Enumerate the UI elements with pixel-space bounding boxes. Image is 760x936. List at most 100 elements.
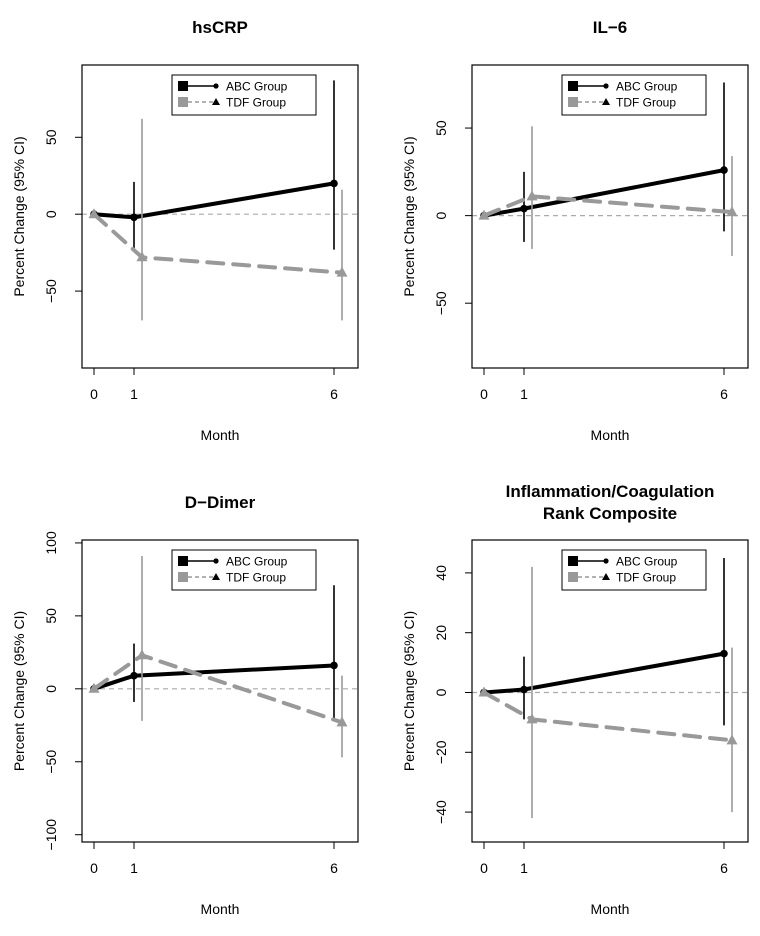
legend-marker — [212, 98, 220, 105]
legend-label-tdf: TDF Group — [226, 571, 286, 585]
data-point — [336, 266, 348, 277]
y-tick-label: −20 — [433, 740, 449, 764]
chart-title: Inflammation/Coagulation — [506, 482, 715, 501]
legend-box — [171, 549, 317, 591]
x-tick-label: 0 — [480, 386, 488, 402]
legend-label-abc: ABC Group — [616, 80, 678, 94]
x-axis-label: Month — [201, 427, 240, 443]
series-line — [92, 181, 336, 220]
data-point — [130, 671, 138, 680]
x-tick-label: 1 — [130, 860, 138, 876]
data-point — [136, 649, 148, 660]
x-tick-label: 6 — [720, 386, 728, 402]
chart-title: D−Dimer — [185, 493, 256, 512]
data-point — [336, 716, 348, 727]
chart-panel-1: hsCRP 0 1 6 −50 0 50 Month Percent Change (95% C… — [11, 18, 359, 443]
legend-marker — [213, 83, 219, 89]
legend-box — [561, 74, 707, 116]
legend-box — [171, 74, 317, 116]
data-point — [88, 682, 100, 693]
x-axis-label: Month — [591, 901, 630, 917]
series-tdf-group — [88, 556, 348, 758]
x-tick-label: 1 — [520, 860, 528, 876]
y-tick-label: −50 — [433, 291, 449, 315]
legend-swatch-abc — [568, 81, 578, 91]
x-axis-label: Month — [201, 901, 240, 917]
data-point — [726, 206, 738, 217]
legend: ABC Group TDF Group — [171, 549, 317, 591]
y-axis-label: Percent Change (95% CI) — [11, 611, 27, 771]
series-tdf-group — [478, 126, 738, 256]
chart-title: IL−6 — [593, 18, 628, 37]
legend-marker — [213, 558, 219, 564]
data-point — [88, 208, 100, 219]
legend-swatch-tdf — [568, 572, 578, 582]
legend-swatch-tdf — [178, 97, 188, 107]
plot-frame — [81, 64, 359, 369]
x-tick-label: 1 — [130, 386, 138, 402]
legend-box — [561, 549, 707, 591]
y-tick-label: 100 — [43, 531, 59, 555]
plot-frame — [81, 539, 359, 843]
chart-panel-4: Inflammation/Coagulation Rank Composite 0 1… — [401, 482, 749, 917]
data-point — [478, 686, 490, 697]
data-point — [136, 251, 148, 262]
data-point — [726, 734, 738, 745]
data-point — [330, 179, 338, 188]
legend-marker — [212, 573, 220, 580]
y-tick-label: 0 — [433, 212, 449, 220]
legend-label-tdf: TDF Group — [226, 96, 286, 110]
legend-label-abc: ABC Group — [226, 555, 288, 569]
legend-swatch-tdf — [178, 572, 188, 582]
y-tick-label: 50 — [433, 120, 449, 136]
x-tick-label: 6 — [330, 860, 338, 876]
legend-label-abc: ABC Group — [616, 555, 678, 569]
plot-frame — [471, 539, 749, 843]
series-tdf-group — [88, 118, 348, 321]
y-axis-label: Percent Change (95% CI) — [401, 136, 417, 296]
series-line — [482, 194, 734, 218]
data-point — [520, 685, 528, 694]
x-tick-label: 1 — [520, 386, 528, 402]
data-point — [526, 190, 538, 201]
data-point — [130, 213, 138, 222]
legend-swatch-abc — [568, 556, 578, 566]
data-point — [478, 209, 490, 220]
y-tick-label: 0 — [433, 688, 449, 696]
series-line — [92, 663, 336, 691]
y-tick-label: −100 — [43, 819, 59, 851]
legend-label-tdf: TDF Group — [616, 571, 676, 585]
y-tick-label: 50 — [43, 608, 59, 624]
y-axis-label: Percent Change (95% CI) — [401, 611, 417, 771]
legend: ABC Group TDF Group — [561, 549, 707, 591]
series-tdf-group — [478, 566, 738, 819]
series-line — [482, 651, 726, 695]
data-point — [520, 204, 528, 213]
x-tick-label: 6 — [720, 860, 728, 876]
legend-label-tdf: TDF Group — [616, 96, 676, 110]
y-axis-label: Percent Change (95% CI) — [11, 136, 27, 296]
chart-panel-3: D−Dimer 0 1 6 −100 −50 0 50 100 Month Percent Chan… — [11, 493, 359, 917]
legend-label-abc: ABC Group — [226, 80, 288, 94]
y-tick-label: −40 — [433, 800, 449, 824]
series-line — [482, 690, 734, 743]
y-tick-label: 20 — [433, 625, 449, 641]
x-tick-label: 0 — [480, 860, 488, 876]
data-point — [720, 166, 728, 174]
legend-marker — [603, 558, 609, 564]
y-tick-label: 0 — [43, 210, 59, 218]
legend-swatch-tdf — [568, 97, 578, 107]
y-tick-label: 50 — [43, 129, 59, 145]
legend-swatch-abc — [178, 556, 188, 566]
legend: ABC Group TDF Group — [561, 74, 707, 116]
x-tick-label: 0 — [90, 860, 98, 876]
series-abc-group — [90, 585, 338, 718]
chart-title: hsCRP — [192, 18, 248, 37]
legend: ABC Group TDF Group — [171, 74, 317, 116]
legend-marker — [602, 573, 610, 580]
y-tick-label: 0 — [43, 685, 59, 693]
plot-frame — [471, 64, 749, 369]
data-point — [720, 649, 728, 658]
